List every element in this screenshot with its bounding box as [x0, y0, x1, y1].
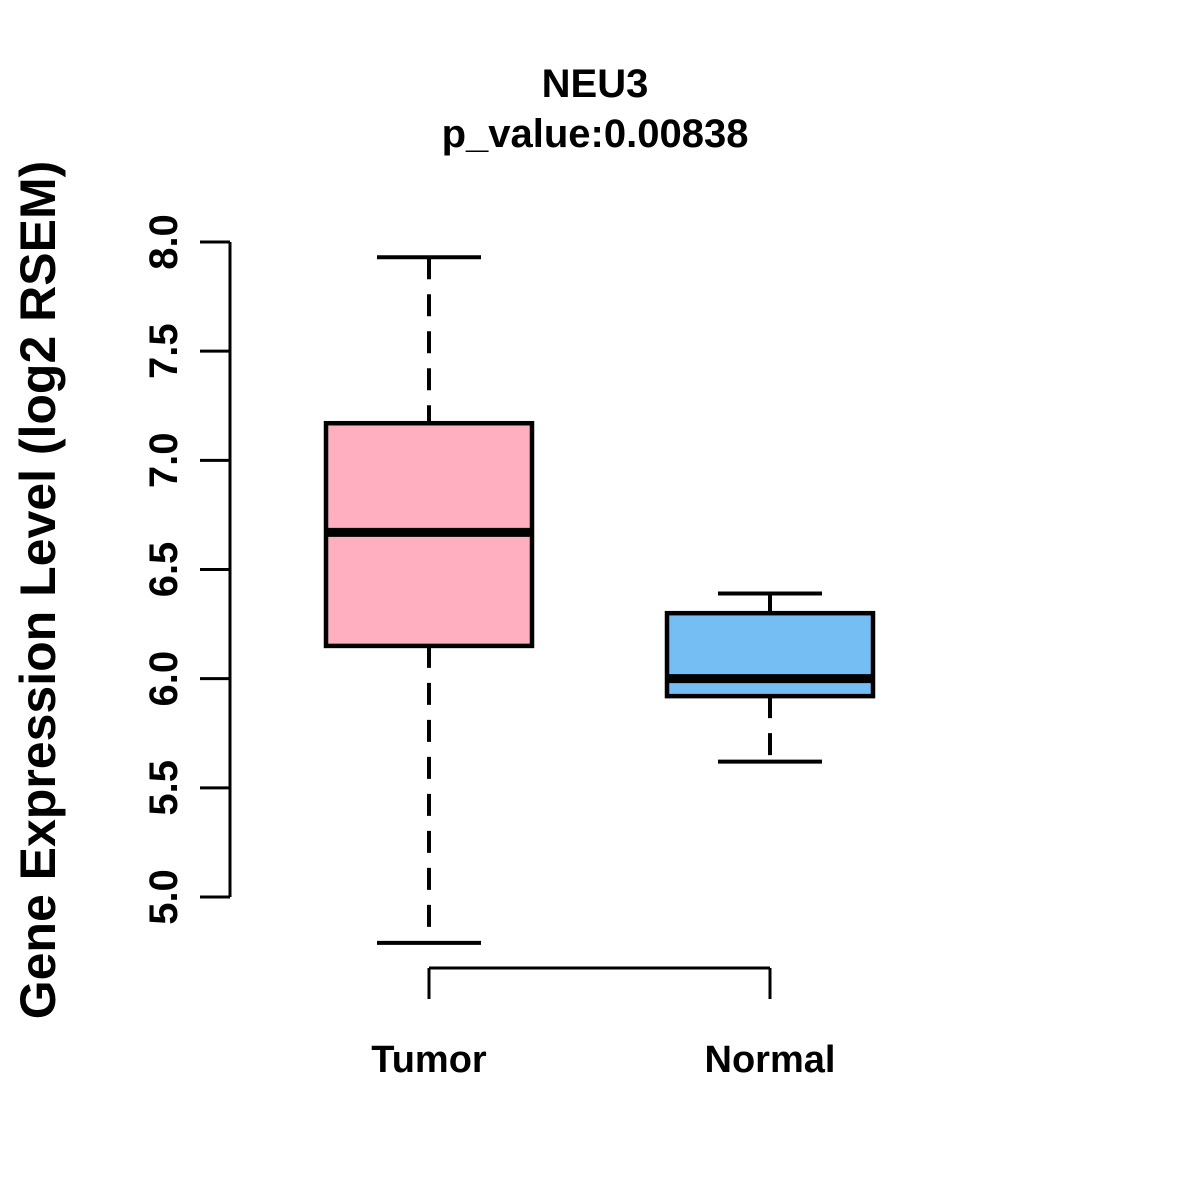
y-axis-tick-label: 6.5 — [142, 542, 186, 598]
group-label-tumor: Tumor — [371, 1039, 487, 1081]
y-axis-tick-label: 8.0 — [142, 214, 186, 270]
chart-subtitle-pvalue: p_value:0.00838 — [441, 112, 749, 156]
y-axis-tick-label: 5.5 — [142, 760, 186, 816]
group-label-normal: Normal — [705, 1039, 836, 1081]
chart-title: NEU3 — [541, 62, 649, 106]
y-axis-tick-label: 6.0 — [142, 651, 186, 707]
y-axis-tick-label: 5.0 — [142, 869, 186, 925]
box-normal — [664, 610, 876, 699]
y-axis-tick-label: 7.0 — [142, 433, 186, 489]
y-axis-tick-label: 7.5 — [142, 323, 186, 379]
